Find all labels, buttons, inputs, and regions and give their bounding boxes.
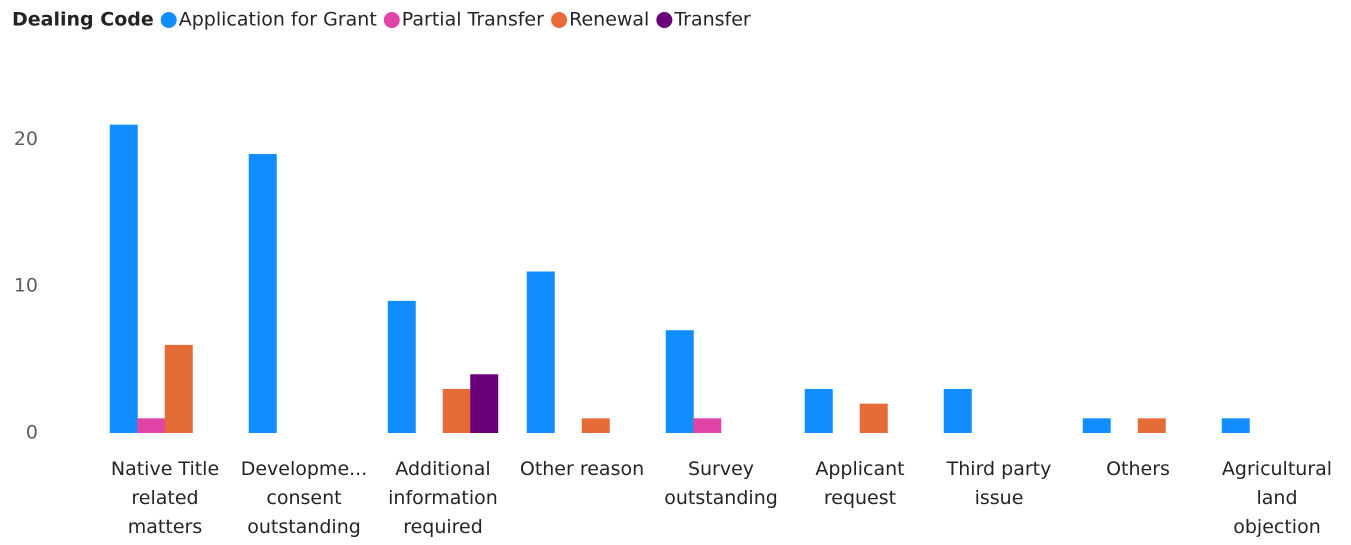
bar (164, 344, 193, 433)
legend-title: Dealing Code (12, 9, 154, 31)
legend-marker (383, 12, 400, 28)
bar (526, 271, 555, 433)
bar (248, 154, 277, 433)
legend-label: Application for Grant (179, 9, 377, 31)
bar (665, 330, 694, 433)
x-tick-label: Others (1106, 458, 1170, 480)
y-tick-label: 0 (26, 422, 38, 444)
legend-marker (160, 12, 177, 28)
bar (387, 300, 416, 433)
bar (1082, 418, 1111, 433)
legend-label: Renewal (569, 9, 649, 31)
x-tick-label: Agricultural land objection (1221, 458, 1333, 538)
bar (470, 374, 499, 433)
bar (804, 388, 833, 433)
legend-label: Partial Transfer (402, 9, 544, 31)
y-tick-label: 20 (14, 128, 38, 150)
x-tick-label: Additional information required (388, 458, 498, 538)
x-tick-label: Applicant request (815, 458, 905, 509)
bar (442, 388, 471, 433)
bar (581, 418, 610, 433)
x-tick-label: Survey outstanding (664, 458, 778, 509)
legend-label: Transfer (673, 9, 751, 31)
x-tick-label: Developme... consent outstanding (240, 458, 368, 538)
bar (1137, 418, 1166, 433)
bar (137, 418, 166, 433)
legend-marker (551, 12, 568, 28)
legend-marker (656, 12, 673, 28)
bar (693, 418, 722, 433)
y-tick-label: 10 (14, 275, 38, 297)
x-tick-label: Native Title related matters (110, 458, 220, 538)
bar (859, 403, 888, 433)
x-tick-label: Third party issue (946, 458, 1052, 509)
bar (943, 388, 972, 433)
bar (109, 124, 138, 433)
bar (1221, 418, 1250, 433)
x-tick-label: Other reason (519, 458, 645, 480)
